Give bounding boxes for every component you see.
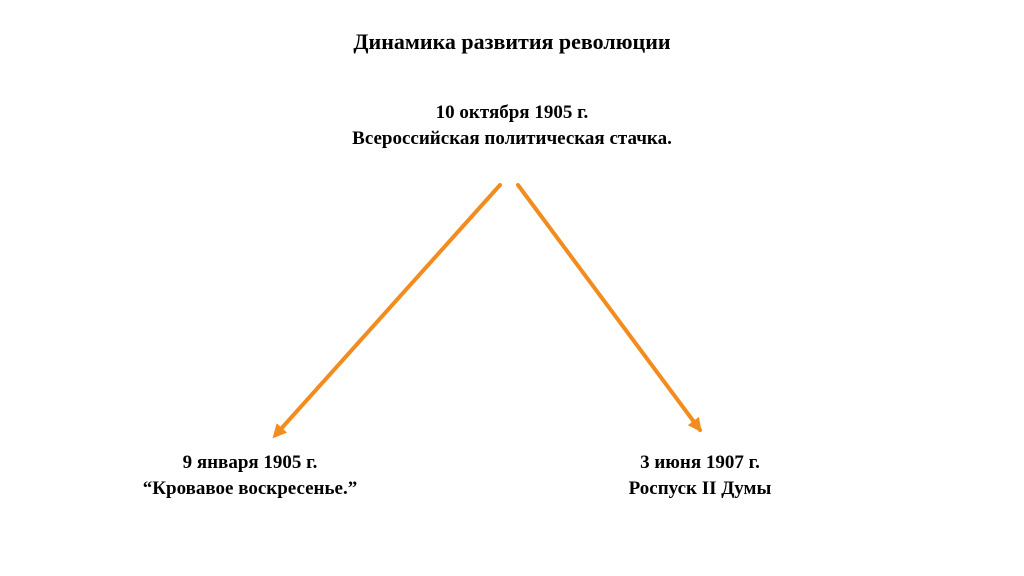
diagram-title: Динамика развития революции (0, 28, 1024, 56)
diagram-canvas: Динамика развития революции 10 октября 1… (0, 0, 1024, 576)
edge-fall (518, 185, 700, 430)
node-peak-line1: 10 октября 1905 г. (436, 102, 589, 123)
node-peak: 10 октября 1905 г. Всероссийская политич… (242, 100, 782, 151)
node-end-line2: Роспуск II Думы (629, 478, 772, 499)
node-peak-line2: Всероссийская политическая стачка. (352, 128, 672, 149)
node-start: 9 января 1905 г. “Кровавое воскресенье.” (80, 450, 420, 501)
edge-rise (280, 185, 500, 430)
node-start-line2: “Кровавое воскресенье.” (143, 478, 357, 499)
node-start-line1: 9 января 1905 г. (183, 452, 318, 473)
node-end: 3 июня 1907 г. Роспуск II Думы (530, 450, 870, 501)
node-end-line1: 3 июня 1907 г. (640, 452, 760, 473)
